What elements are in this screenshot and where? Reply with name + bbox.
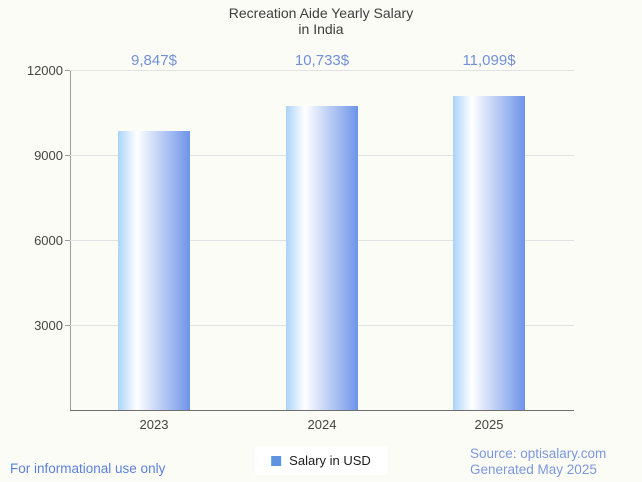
y-axis-label-3000: 3000	[34, 318, 63, 333]
legend: Salary in USD	[255, 446, 387, 475]
bar-2024	[286, 106, 358, 410]
bar-2025	[453, 96, 525, 410]
y-axis-tick-12000	[65, 70, 70, 71]
legend-marker-square	[271, 455, 282, 466]
bar-value-label-2023: 9,847$	[131, 52, 177, 69]
x-axis-label-2025: 2025	[474, 417, 504, 432]
generated-line: Generated May 2025	[470, 462, 597, 477]
legend-label: Salary in USD	[289, 453, 371, 468]
chart-title-line1: Recreation Aide Yearly Salary	[228, 5, 414, 21]
x-axis-label-2023: 2023	[139, 417, 169, 432]
y-axis-label-12000: 12000	[26, 63, 63, 78]
bar-value-label-2025: 11,099$	[462, 52, 516, 69]
chart-title-line2: in India	[298, 21, 344, 37]
y-axis-tick-3000	[65, 325, 70, 326]
gridline-12000	[70, 70, 574, 71]
y-axis-tick-9000	[65, 155, 70, 156]
y-axis-label-6000: 6000	[34, 233, 63, 248]
y-axis-tick-6000	[65, 240, 70, 241]
bar-value-label-2024: 10,733$	[294, 52, 350, 69]
source-attribution: Source: optisalary.com Generated May 202…	[470, 446, 606, 478]
x-axis-baseline	[70, 410, 574, 411]
source-line: Source: optisalary.com	[470, 446, 607, 461]
disclaimer-text: For informational use only	[10, 461, 166, 476]
y-axis-label-9000: 9000	[34, 148, 63, 163]
chart-title: Recreation Aide Yearly Salary in India	[0, 5, 642, 37]
bar-2023	[118, 131, 190, 410]
x-axis-label-2024: 2024	[307, 417, 337, 432]
